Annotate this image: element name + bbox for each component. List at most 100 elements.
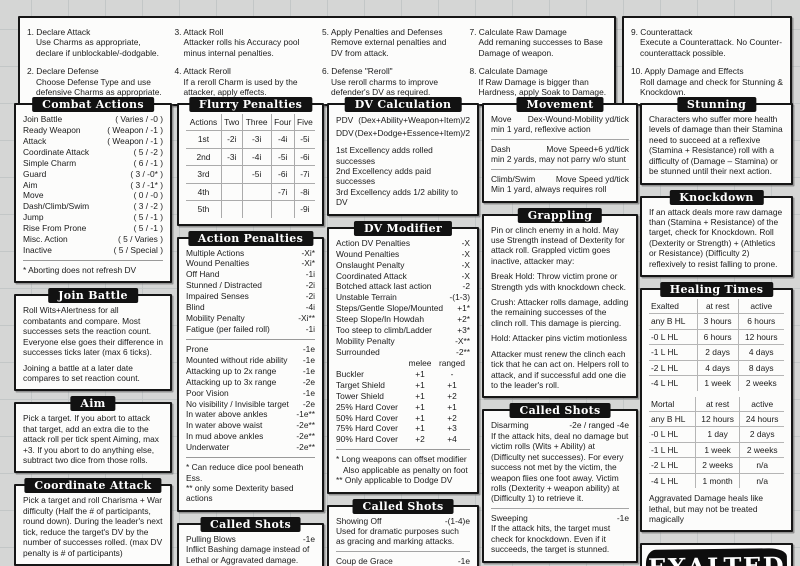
combat-actions-box: Combat Actions Join Battle ( Varies / -0… [14,97,172,284]
attack-sequence-box: 1. Declare Attack Use Charms as appropri… [18,16,616,106]
excellency-note: 2nd Excellency adds paid successes [336,166,431,187]
stunning-box: Stunning Characters who suffer more heal… [640,97,793,185]
flurry-cell: 3rd [186,165,222,184]
called-shot-description: Inflict Bashing damage instead of Lethal… [186,544,310,565]
healing-cell: 2 weeks [739,441,784,459]
action-label: Aim [23,179,38,190]
step-body: Add remaning successes to Base Damage of… [478,37,603,58]
called-shot-head: Pulling Blows -1e [186,534,315,544]
called-shot-head: Sweeping -1e [491,513,629,523]
shield-ranged-value: +4 [447,434,457,445]
shield-label: 25% Hard Cover [336,401,398,412]
penalty-label: Prone [186,343,209,354]
step-body: Execute a Counterattack. No Counter-coun… [640,37,782,58]
penalty-row: Fatigue (per failed roll) -1i [186,324,315,335]
penalty-row: Attacking up to 2x range -1e [186,366,315,377]
called-shot-entry: Showing Off -(1-4)e Used for dramatic pu… [336,516,470,547]
penalty-label: Multiple Actions [186,247,245,258]
step-body: Choose Defense Type and use defensive Ch… [36,76,162,98]
dv-formula-label: PDV [336,115,354,125]
flurry-header-row: Actions Two Three Four Five [186,114,315,132]
column-5: Stunning Characters who suffer more heal… [640,97,793,566]
action-label: Jump [23,212,44,223]
called-shot-entry: Coup de Grace -1e If the attack would ki… [336,550,470,566]
flurry-row: 1st -2i -3i -4i -5i [186,130,315,149]
flurry-cell [241,182,272,202]
paragraph: Characters who suffer more health levels… [649,114,783,177]
penalty-row: No visibility / Invisible target -2e [186,399,315,410]
healing-cell: -0 L HL [649,328,698,346]
paragraph: Pin or clinch enemy in a hold. May use S… [491,224,625,266]
penalty-label: Poor Vision [186,387,229,398]
combat-action-row: Attack ( Weapon / -1 ) [23,136,163,147]
penalty-label: Mounted without ride ability [186,354,288,365]
healing-header-row: Exalted at rest active [649,299,784,315]
movement-formula: Move Speed yd/tick [555,173,629,184]
healing-cell: -1 L HL [649,441,696,459]
action-penalties-title: Action Penalties [187,230,314,246]
called-shot-description: If the attack hits, deal no damage but v… [491,430,629,504]
shield-ranged-value: +2 [447,412,457,423]
healing-header-cell: active [739,396,784,413]
dv-modifier-row: Steep Slope/In Howdah +2* [336,314,470,325]
step-body: If a reroll Charm is used by the attacke… [183,76,298,98]
modifier-value: -X [461,237,470,248]
combat-actions-title: Combat Actions [32,97,154,112]
dv-modifier-row: Wound Penalties -X [336,249,470,260]
action-cost: ( Weapon / -1 ) [107,124,163,135]
sequence-step: 9. Counterattack Execute a Counterattack… [631,27,783,58]
shield-melee-value: +1 [415,368,425,379]
flurry-cell: -4i [241,147,272,167]
divider [336,449,470,451]
shield-row: 50% Hard Cover +1 +2 [336,413,470,424]
combat-actions-footnote: * Aborting does not refresh DV [23,264,137,275]
shield-row: 75% Hard Cover +1 +3 [336,423,470,434]
penalty-value: -1e [302,365,315,376]
healing-cell: 24 hours [739,411,784,428]
shield-label: 90% Hard Cover [336,434,398,445]
movement-note: Min 1 yard, always requires roll [491,184,607,195]
step-title: 10. Apply Damage and Effects [631,66,744,77]
flurry-cell: -4i [270,130,295,149]
called-shot-description: If the attack hits, the target must chec… [491,523,611,555]
healing-cell: 8 days [737,359,784,377]
combat-action-row: Guard ( 3 / -0* ) [23,169,163,180]
step-body: If Raw Damage is bigger than Hardness, a… [478,76,607,98]
sequence-step: 2. Declare Defense Choose Defense Type a… [27,66,165,97]
step-title: 7. Calculate Raw Damage [469,27,567,37]
step-body: Use Charms as appropriate, declare if un… [36,37,159,58]
flurry-cell [270,200,295,218]
called-shot-head: Disarming -2e / ranged -4e [491,420,629,430]
called-shot-entry: Pulling Blows -1e Inflict Bashing damage… [186,534,315,565]
shield-row: Target Shield +1 +1 [336,380,470,391]
join-battle-box: Join Battle Roll Wits+Alertness for all … [14,288,172,392]
healing-cell: n/a [739,472,784,489]
called-shots-box-3: Called Shots Disarming -2e / ranged -4e … [482,403,638,563]
dv-modifier-row: Onslaught Penalty -X [336,260,470,271]
flurry-row: 5th -9i [186,200,315,218]
modifier-value: -X [461,248,470,259]
flurry-header-cell: Five [293,114,315,132]
paragraph: Hold: Attacker pins victim motionless [491,333,627,344]
flurry-cell [220,182,243,202]
healing-cell: -2 L HL [649,359,698,377]
healing-header-row: Mortal at rest active [649,396,784,413]
flurry-cell [241,200,272,218]
healing-cell: 12 hours [694,411,741,428]
flurry-row: 4th -7i -8i [186,182,315,202]
dv-modifier-row: Mobility Penalty -X** [336,336,470,347]
shield-ranged-value: +3 [447,423,457,434]
flurry-cell: -3i [220,147,243,167]
column-3: DV Calculation PDV (Dex+Ability+Weapon+I… [327,97,479,566]
healing-cell: 2 days [696,344,739,361]
flurry-cell [220,165,243,184]
flurry-row: 2nd -3i -4i -5i -6i [186,147,315,167]
healing-header-cell: Mortal [649,396,696,413]
flurry-cell [220,200,243,218]
penalty-row: Wound Penalties -Xi* [186,258,315,269]
shield-row: Tower Shield +1 +2 [336,391,470,402]
modifier-label: Steep Slope/In Howdah [336,314,424,325]
healing-cell: 1 week [696,375,739,391]
penalty-value: -2e** [296,420,315,431]
penalty-row: In mud above ankles -2e** [186,431,315,442]
